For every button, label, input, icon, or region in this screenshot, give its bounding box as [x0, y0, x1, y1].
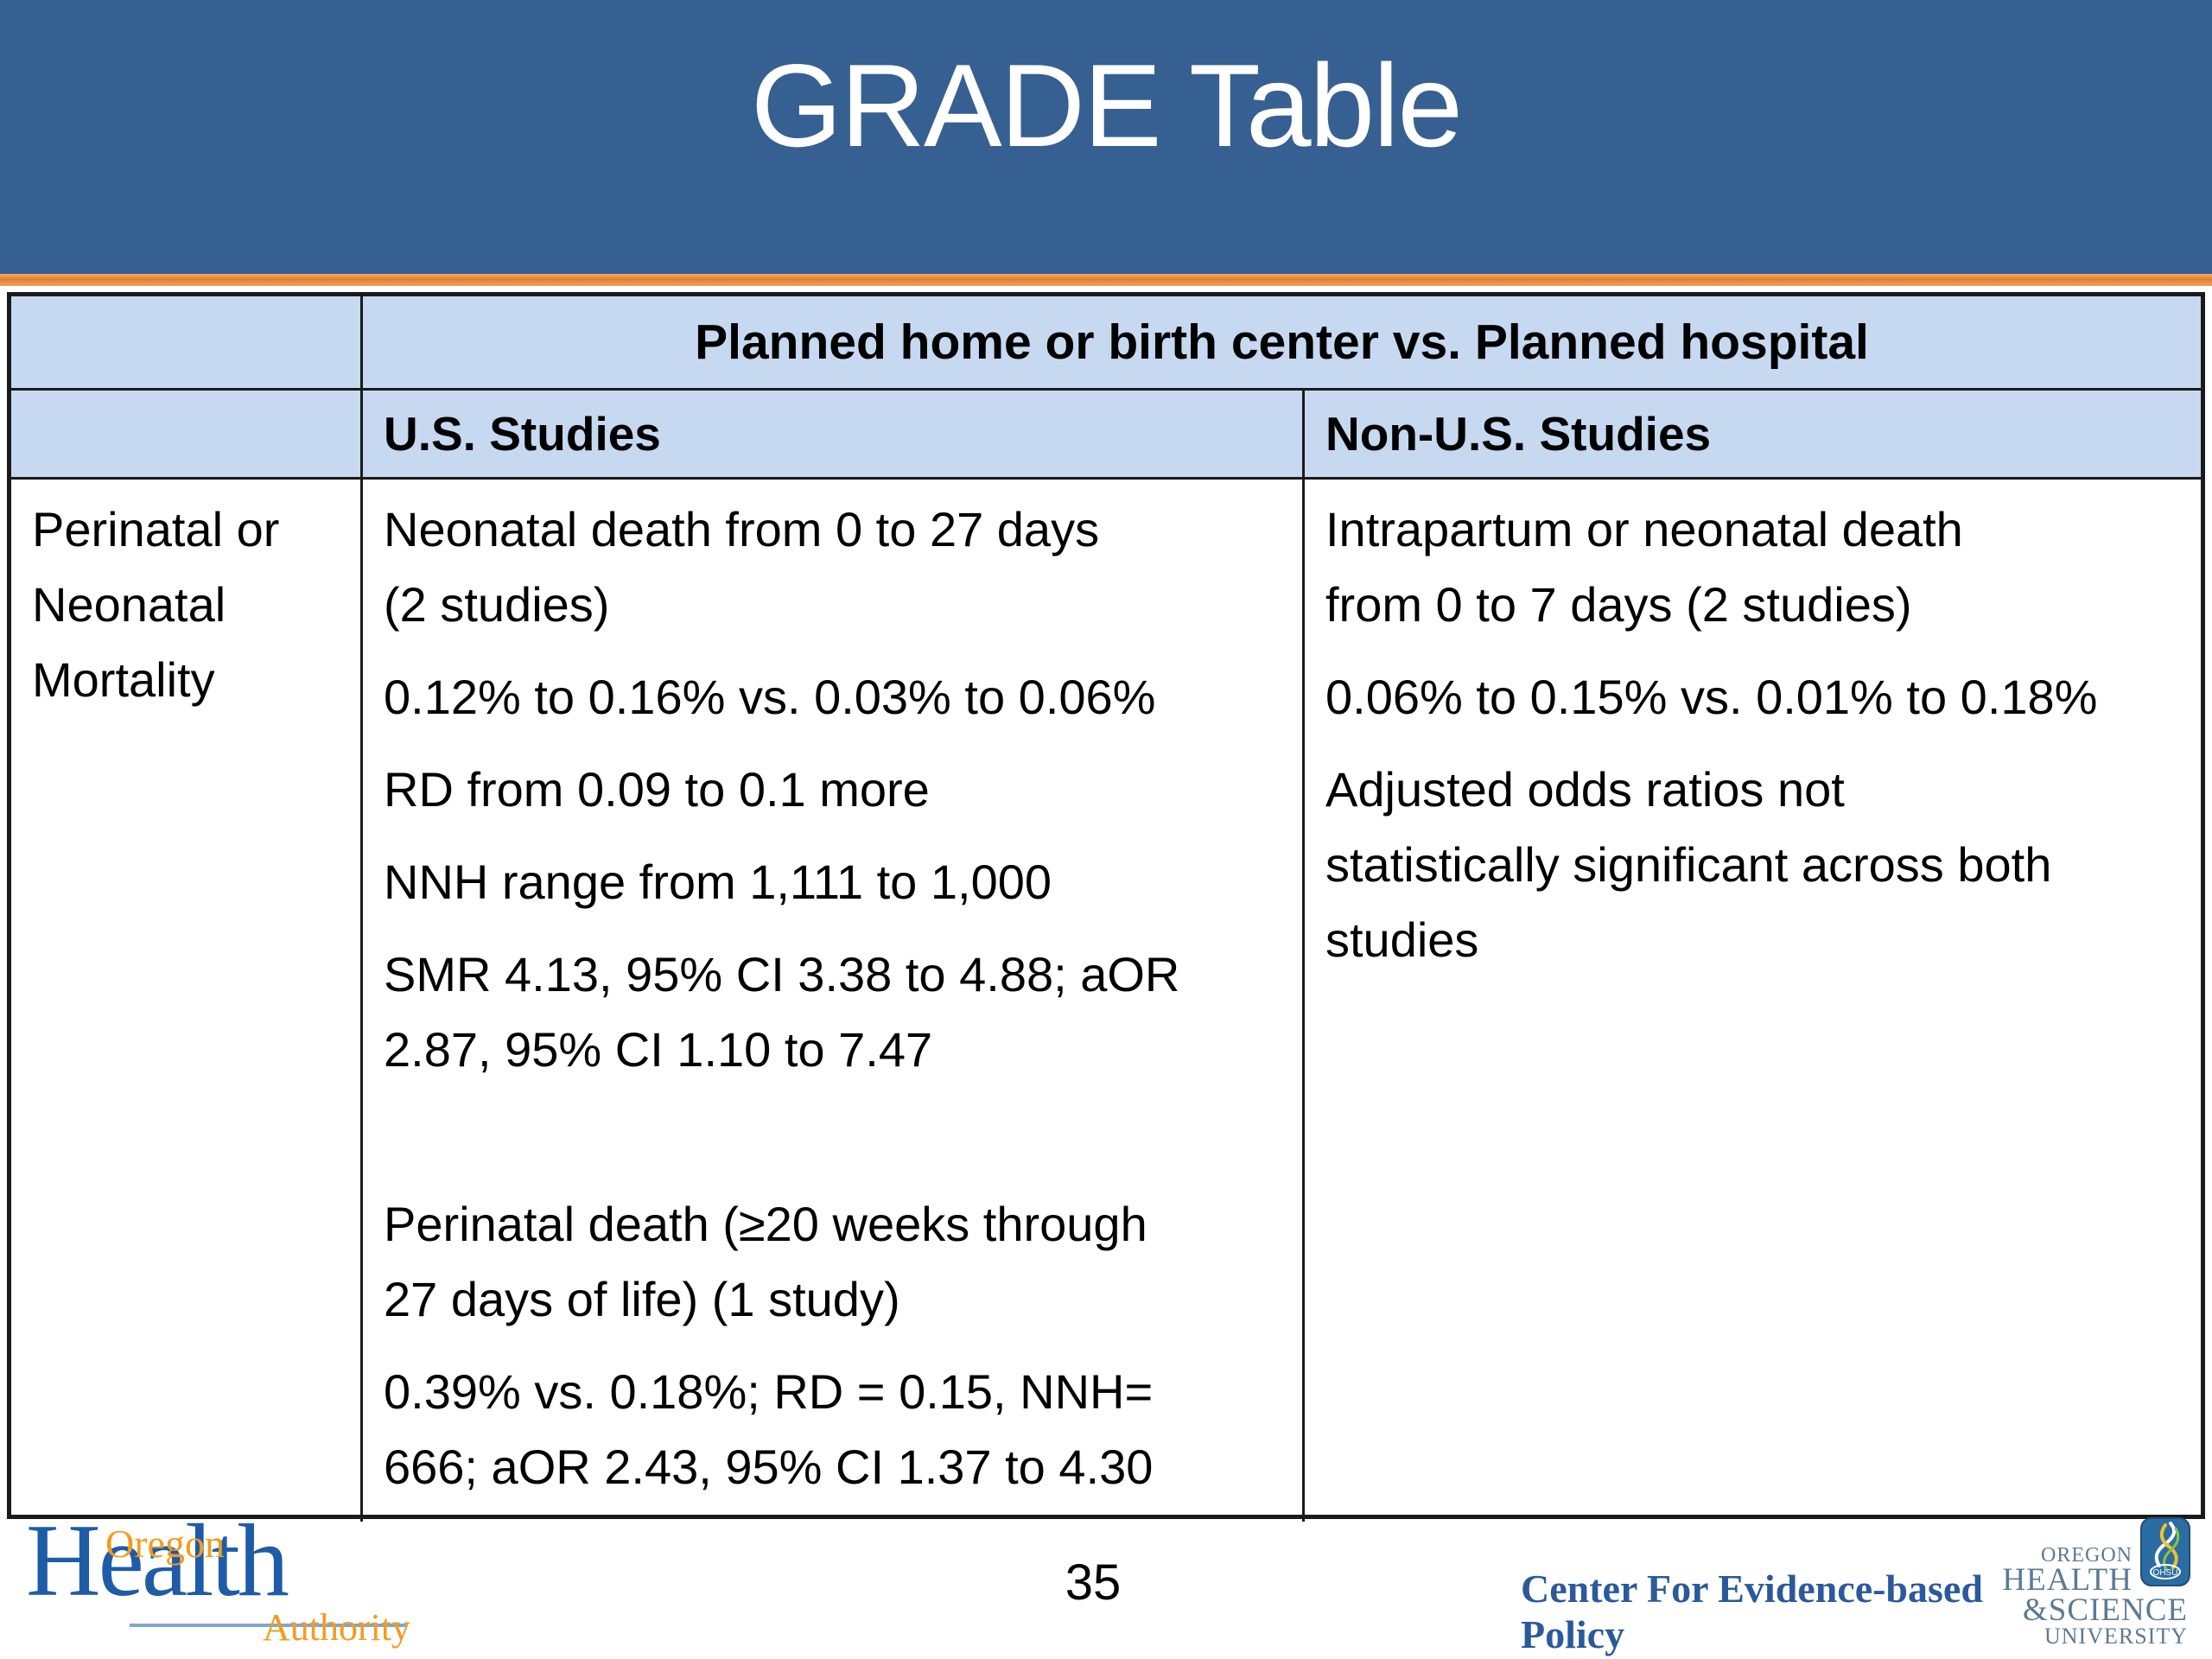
ohsu-badge-icon: OHSU [2140, 1517, 2190, 1586]
us-studies-paragraph: Neonatal death from 0 to 27 days (2 stud… [384, 502, 1100, 632]
ohsu-wordmark-oregon: OREGON [2041, 1544, 2133, 1567]
ohsu-wordmark-science: &SCIENCE [2023, 1592, 2188, 1628]
non-us-studies-cell: Intrapartum or neonatal death from 0 to … [1305, 480, 2201, 1522]
ohsu-wordmark-health: HEALTH [2002, 1562, 2133, 1598]
row-label-cell: Perinatal or Neonatal Mortality [11, 480, 363, 1522]
page-number: 35 [1065, 1554, 1122, 1611]
us-studies-cell: Neonatal death from 0 to 27 days (2 stud… [363, 480, 1305, 1522]
table-header-us-studies: U.S. Studies [363, 391, 1305, 480]
table-spanning-header: Planned home or birth center vs. Planned… [363, 296, 2201, 391]
us-studies-paragraph: 0.39% vs. 0.18%; RD = 0.15, NNH= 666; aO… [384, 1364, 1154, 1494]
us-studies-paragraph: 0.12% to 0.16% vs. 0.03% to 0.06% [384, 670, 1156, 724]
table-header-empty-cell [11, 391, 363, 480]
non-us-studies-paragraph: 0.06% to 0.15% vs. 0.01% to 0.18% [1325, 670, 2098, 724]
table-header-non-us-studies: Non-U.S. Studies [1305, 391, 2201, 480]
ohsu-wordmark-university: UNIVERSITY [2044, 1624, 2188, 1649]
us-studies-paragraph: RD from 0.09 to 0.1 more [384, 762, 930, 817]
grade-table: Planned home or birth center vs. Planned… [7, 292, 2205, 1522]
ohsu-badge-text: OHSU [2153, 1568, 2178, 1578]
oha-health-wordmark: Health [26, 1503, 289, 1618]
us-studies-paragraph: NNH range from 1,111 to 1,000 [384, 855, 1052, 909]
oha-logo-underline [130, 1624, 406, 1627]
oha-authority-wordmark: Authority [263, 1606, 411, 1649]
us-studies-paragraph: Perinatal death (≥20 weeks through 27 da… [384, 1197, 1147, 1326]
non-us-studies-paragraph: Adjusted odds ratios not statistically s… [1325, 762, 2052, 967]
ohsu-logo: OREGON HEALTH &SCIENCE UNIVERSITY OHSU [2002, 1512, 2205, 1655]
row-label: Perinatal or Neonatal Mortality [32, 502, 280, 707]
paragraph-gap [384, 1104, 1285, 1186]
center-for-evidence-based-policy-label: Center For Evidence-based Policy [1521, 1567, 1983, 1656]
slide-title: GRADE Table [750, 40, 1463, 171]
title-banner: GRADE Table [0, 0, 2212, 274]
oregon-health-authority-logo: Health Oregon Authority [26, 1509, 449, 1655]
non-us-studies-paragraph: Intrapartum or neonatal death from 0 to … [1325, 502, 1963, 632]
banner-accent-rule [0, 274, 2212, 286]
table-corner-cell [11, 296, 363, 391]
oha-oregon-wordmark: Oregon [105, 1522, 225, 1566]
us-studies-paragraph: SMR 4.13, 95% CI 3.38 to 4.88; aOR 2.87,… [384, 947, 1180, 1077]
